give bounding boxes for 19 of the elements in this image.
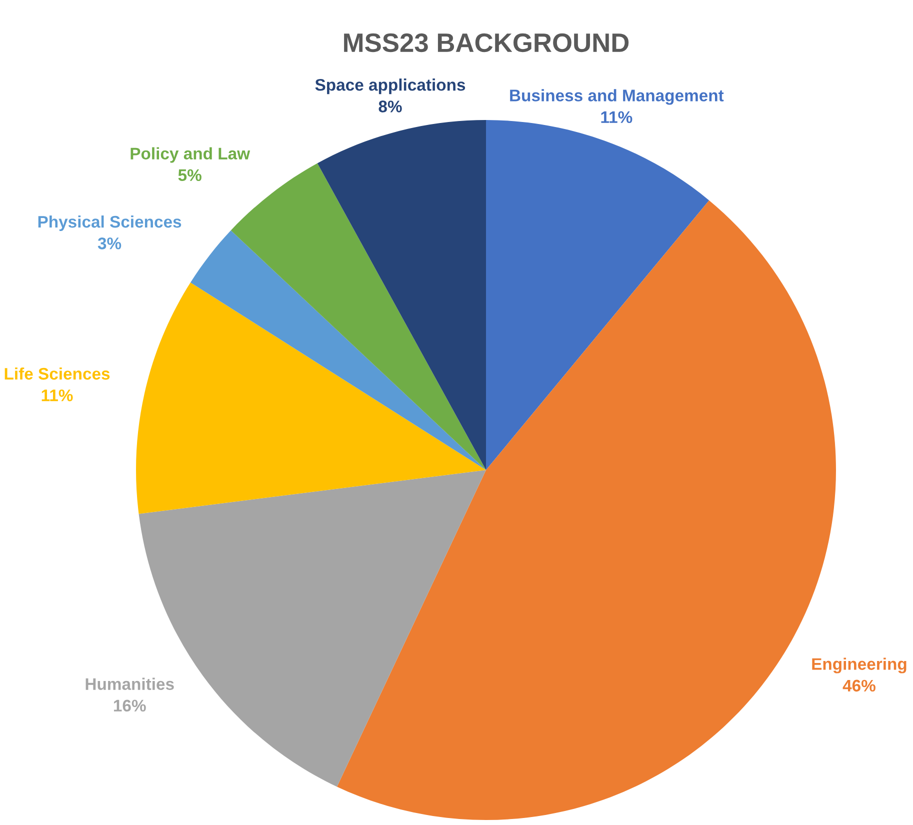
slice-label: Space applications bbox=[315, 78, 466, 94]
data-label: 11% bbox=[42, 390, 73, 402]
data-label: 11% bbox=[601, 111, 632, 124]
slice-label: Business and Management bbox=[510, 89, 724, 105]
data-label: 46% bbox=[842, 680, 876, 692]
pie-slice bbox=[317, 120, 486, 470]
slice-label: Life Sciences bbox=[4, 367, 110, 380]
slice-label: Humanities bbox=[86, 678, 174, 690]
data-label: 16% bbox=[114, 700, 146, 712]
slice-label: Engineering bbox=[812, 658, 906, 674]
data-label: 3% bbox=[98, 237, 122, 250]
chart-title: MSS23 BACKGROUND bbox=[344, 33, 629, 52]
pie-slice bbox=[230, 163, 486, 470]
data-label: 5% bbox=[178, 169, 202, 182]
slice-label: Policy and Law bbox=[130, 147, 250, 163]
pie-slice bbox=[136, 282, 486, 514]
pie-slice bbox=[190, 230, 486, 470]
data-label: 8% bbox=[378, 100, 402, 112]
slice-label: Physical Sciences bbox=[38, 215, 182, 232]
